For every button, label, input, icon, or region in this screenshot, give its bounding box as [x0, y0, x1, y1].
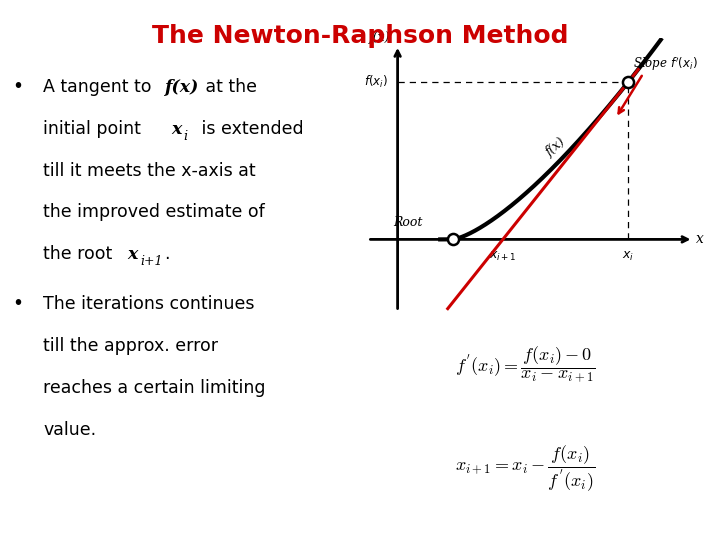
Text: •: •: [13, 294, 24, 313]
Text: $x_i$: $x_i$: [622, 249, 634, 262]
Text: the improved estimate of: the improved estimate of: [43, 204, 265, 221]
Text: x: x: [171, 121, 181, 138]
Text: Root: Root: [393, 217, 423, 230]
Text: $f^{'}(x_i) = \dfrac{f(x_i)-0}{x_i - x_{i+1}}$: $f^{'}(x_i) = \dfrac{f(x_i)-0}{x_i - x_{…: [455, 345, 596, 384]
Text: $x_{i+1}$: $x_{i+1}$: [489, 249, 517, 262]
Text: $x_{i+1} = x_i - \dfrac{f(x_i)}{f^{'}(x_i)}$: $x_{i+1} = x_i - \dfrac{f(x_i)}{f^{'}(x_…: [455, 444, 596, 494]
Text: The iterations continues: The iterations continues: [43, 295, 255, 313]
Text: initial point: initial point: [43, 120, 147, 138]
Text: The Newton-Raphson Method: The Newton-Raphson Method: [152, 24, 568, 48]
Text: Slope $f'(x_i)$: Slope $f'(x_i)$: [633, 56, 698, 73]
Text: value.: value.: [43, 421, 96, 439]
Text: reaches a certain limiting: reaches a certain limiting: [43, 379, 266, 397]
Text: i+1: i+1: [140, 255, 163, 268]
Text: is extended: is extended: [196, 120, 304, 138]
Text: A tangent to: A tangent to: [43, 78, 157, 96]
Text: x: x: [696, 232, 703, 246]
Text: till the approx. error: till the approx. error: [43, 338, 218, 355]
Text: f(x): f(x): [543, 135, 567, 159]
Text: the root: the root: [43, 245, 118, 264]
Text: $f(x_i)$: $f(x_i)$: [364, 74, 387, 90]
Text: x: x: [128, 246, 138, 264]
Text: i: i: [184, 130, 188, 143]
Text: till it meets the x-axis at: till it meets the x-axis at: [43, 161, 256, 180]
Text: f(x): f(x): [369, 31, 390, 44]
Text: •: •: [13, 77, 24, 96]
Text: f(x): f(x): [163, 79, 198, 96]
Text: at the: at the: [199, 78, 257, 96]
Text: .: .: [163, 245, 169, 264]
